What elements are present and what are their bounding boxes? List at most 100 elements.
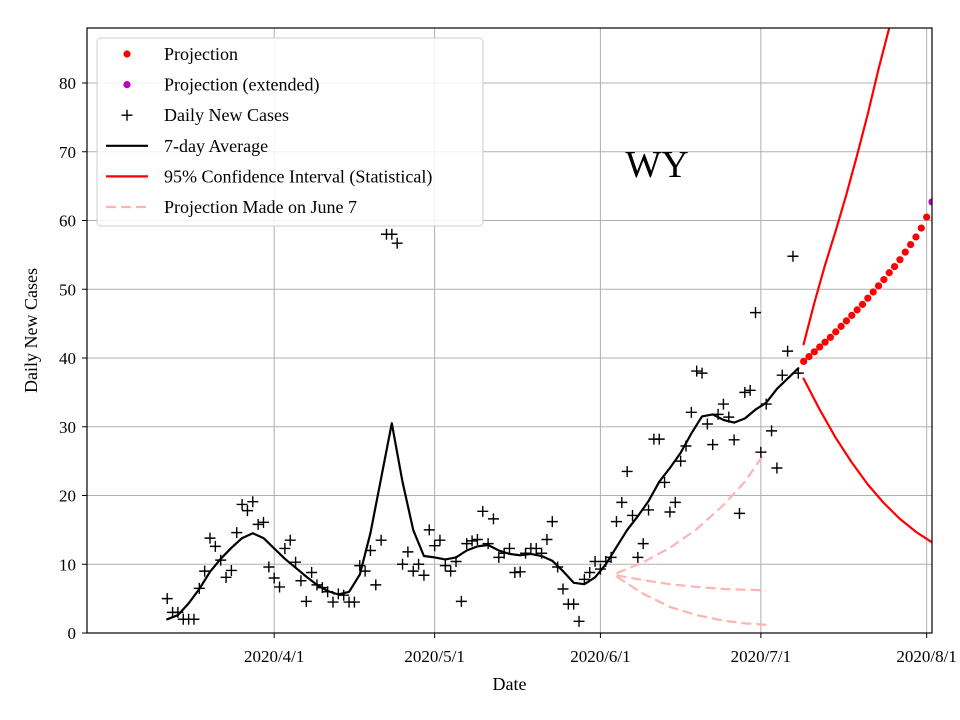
- daily-point: [236, 498, 248, 510]
- projection_extended-point: [928, 198, 932, 206]
- daily-point: [322, 586, 334, 598]
- y-tick-label: 60: [59, 212, 76, 231]
- daily-point: [760, 398, 772, 410]
- projection-point: [858, 300, 867, 308]
- projection-point: [901, 248, 909, 256]
- daily-point: [541, 534, 553, 545]
- daily-point: [659, 476, 671, 488]
- daily-point: [338, 589, 350, 601]
- daily-point: [487, 513, 499, 525]
- daily-point: [193, 582, 205, 594]
- legend-label-daily: Daily New Cases: [164, 105, 289, 125]
- daily-point: [204, 532, 216, 544]
- series-projection: [800, 213, 931, 366]
- daily-point: [536, 547, 548, 559]
- daily-point: [477, 505, 489, 517]
- daily-point: [498, 547, 510, 559]
- daily-point: [584, 567, 596, 578]
- daily-point: [407, 565, 419, 577]
- projection-point: [890, 262, 899, 271]
- daily-point: [557, 583, 569, 595]
- projection-point: [923, 213, 931, 221]
- daily-point: [402, 546, 414, 558]
- legend-marker-daily: [121, 109, 133, 121]
- daily-point: [284, 534, 296, 546]
- projection-point: [821, 338, 829, 346]
- daily-point: [370, 579, 382, 591]
- y-tick-label: 20: [59, 487, 76, 506]
- projection-point: [869, 288, 877, 296]
- projection-point: [810, 348, 818, 356]
- daily-point: [209, 540, 221, 552]
- x-tick-label: 2020/8/1: [896, 647, 956, 666]
- y-axis-label: Daily New Cases: [21, 268, 41, 393]
- daily-point: [161, 593, 173, 605]
- x-axis-label: Date: [493, 674, 527, 694]
- projection-point: [842, 317, 851, 325]
- daily-point: [717, 398, 729, 410]
- daily-point: [504, 542, 515, 554]
- axes-frame: [86, 27, 933, 634]
- daily-point: [375, 534, 387, 546]
- daily-point: [429, 540, 441, 552]
- daily-point: [552, 561, 564, 573]
- daily-point: [290, 556, 302, 568]
- projection-point: [826, 333, 834, 341]
- legend-frame: [96, 37, 484, 227]
- daily-point: [782, 345, 794, 357]
- daily-point: [755, 446, 767, 458]
- daily-point: [739, 386, 751, 398]
- daily-point: [413, 558, 425, 570]
- daily-point: [594, 563, 606, 575]
- june7-line: [616, 450, 768, 575]
- legend-marker-projection: [123, 50, 131, 58]
- daily-point: [723, 411, 735, 423]
- daily-point: [257, 516, 269, 528]
- daily-point: [279, 542, 291, 554]
- projection-point: [896, 256, 904, 264]
- projection-point: [853, 306, 861, 314]
- projection-point: [816, 343, 824, 351]
- daily-point: [520, 547, 532, 559]
- y-tick-label: 80: [59, 74, 76, 93]
- june7-line: [616, 574, 767, 592]
- series-avg7: [166, 367, 800, 621]
- projection-point: [832, 328, 840, 336]
- daily-point: [215, 554, 227, 566]
- daily-point: [450, 556, 462, 567]
- daily-point: [439, 560, 451, 572]
- daily-point: [274, 581, 286, 593]
- daily-point: [707, 439, 719, 451]
- daily-point: [627, 509, 639, 521]
- chart-title: WY: [625, 144, 688, 186]
- legend-label-avg7: 7-day Average: [164, 136, 268, 156]
- daily-point: [728, 434, 740, 446]
- daily-point: [643, 504, 655, 516]
- daily-point: [295, 575, 307, 587]
- daily-point: [675, 455, 687, 467]
- daily-point: [573, 615, 585, 627]
- daily-point: [348, 596, 360, 608]
- projection-point: [880, 276, 888, 284]
- projection-point: [907, 240, 915, 249]
- ci-line: [802, 377, 932, 544]
- daily-point: [701, 418, 713, 430]
- daily-point: [225, 564, 237, 576]
- projection-point: [837, 322, 845, 330]
- x-tick-label: 2020/6/1: [570, 647, 630, 666]
- daily-point: [231, 527, 243, 539]
- daily-point: [616, 496, 628, 508]
- daily-point: [311, 579, 323, 591]
- y-tick-label: 10: [59, 555, 76, 574]
- daily-point: [397, 558, 409, 570]
- daily-point: [776, 369, 788, 381]
- daily-point: [268, 572, 280, 584]
- daily-point: [434, 534, 446, 546]
- daily-point: [471, 534, 483, 545]
- grid: [87, 28, 932, 634]
- daily-point: [455, 595, 467, 607]
- series-ci: [802, 28, 891, 346]
- daily-point: [445, 565, 457, 577]
- y-tick-label: 0: [68, 624, 77, 643]
